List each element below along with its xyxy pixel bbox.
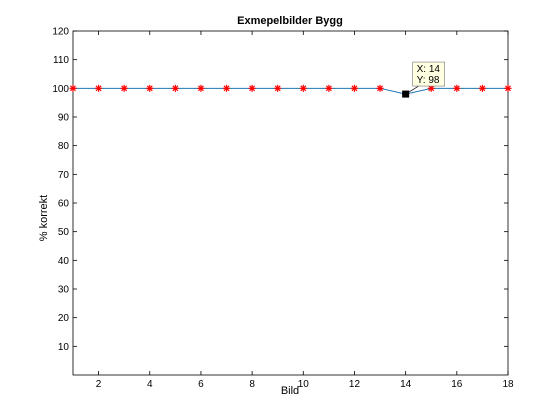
data-point [120,84,128,92]
data-point [146,84,154,92]
datatip-marker[interactable] [402,90,410,98]
x-tick-label: 16 [451,379,463,390]
x-axis-label: Bild [281,385,299,397]
data-point [376,84,384,92]
y-tick-label: 50 [58,227,70,238]
y-tick-label: 100 [52,84,69,95]
x-tick-label: 18 [502,379,514,390]
data-point [248,84,256,92]
series-line [73,87,508,95]
y-tick-label: 90 [58,113,70,124]
y-tick-label: 70 [58,170,70,181]
data-point [197,84,205,92]
x-tick-label: 12 [349,379,361,390]
data-point [453,84,461,92]
y-tick-label: 110 [53,55,69,66]
data-point [95,84,103,92]
y-axis-ticks: 10 20 30 40 50 60 70 80 90 100 110 120 [52,27,508,353]
data-point [223,84,231,92]
y-axis-label: % korrekt [38,195,50,241]
x-tick-label: 10 [298,379,310,390]
x-tick-label: 6 [198,379,204,390]
y-tick-label: 120 [52,27,69,38]
data-point [504,84,512,92]
y-tick-label: 20 [58,313,70,324]
data-point [478,84,486,92]
y-tick-label: 60 [58,199,70,210]
series-layer [69,84,512,98]
datatip[interactable]: X: 14Y: 98 [402,61,445,98]
datatip-y-text: Y: 98 [417,75,440,86]
data-point [350,84,358,92]
y-tick-label: 80 [58,141,70,152]
datatip-box[interactable] [412,61,445,87]
data-point [299,84,307,92]
data-point [69,84,77,92]
data-point [171,84,179,92]
x-tick-label: 4 [147,379,153,390]
x-axis-ticks: 2 4 6 8 10 12 14 16 18 [96,31,514,390]
y-tick-label: 30 [58,285,70,296]
x-tick-label: 14 [400,379,412,390]
chart-title: Exmepelbilder Bygg [237,15,343,27]
y-tick-label: 40 [58,256,70,267]
data-point [274,84,282,92]
y-tick-label: 10 [58,342,70,353]
datatip-x-text: X: 14 [417,64,441,75]
x-tick-label: 2 [96,379,102,390]
data-point [325,84,333,92]
x-tick-label: 8 [249,379,255,390]
